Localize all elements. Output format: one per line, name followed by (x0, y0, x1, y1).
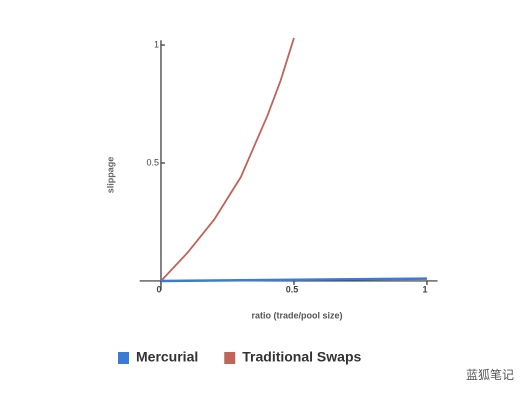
legend-swatch (118, 352, 129, 364)
x-tick-label: 0.5 (286, 284, 299, 294)
y-tick-label: 1 (154, 39, 159, 49)
legend-label: Mercurial (136, 349, 198, 365)
series-line (160, 37, 295, 282)
legend-swatch (224, 352, 236, 364)
series-line (160, 277, 427, 283)
y-axis-label: slippage (105, 157, 115, 194)
legend-label: Traditional Swaps (242, 349, 361, 365)
watermark: 蓝狐笔记 (466, 367, 514, 382)
y-tick-label: 0.5 (146, 157, 159, 167)
x-tick-label: 0 (156, 284, 161, 294)
x-tick-label: 1 (422, 284, 427, 294)
x-axis-label: ratio (trade/pool size) (251, 310, 342, 320)
